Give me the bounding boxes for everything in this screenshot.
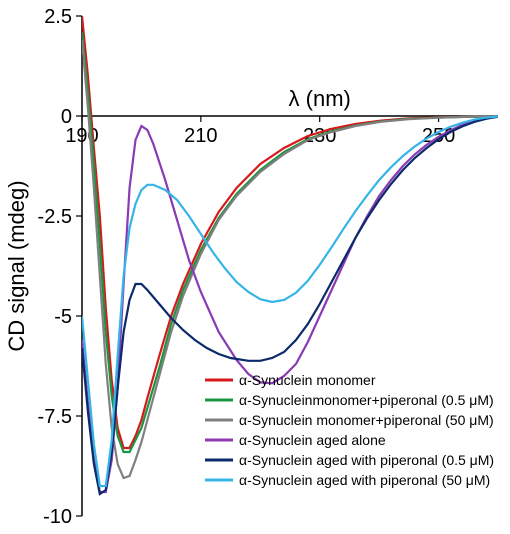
legend-label: α-Synuclein aged with piperonal (50 μM) xyxy=(239,472,490,488)
legend-label: α-Synuclein aged alone xyxy=(239,432,386,448)
x-axis-title: λ (nm) xyxy=(289,86,351,111)
y-tick-label: -10 xyxy=(43,506,72,528)
cd-spectrum-chart: 2.50-2.5-5-7.5-10190210230250λ (nm)CD si… xyxy=(0,0,510,534)
y-tick-label: -2.5 xyxy=(38,206,72,228)
y-axis-title: CD signal (mdeg) xyxy=(4,180,29,351)
y-tick-label: -5 xyxy=(54,306,72,328)
legend-label: α-Synucleinmonomer+piperonal (0.5 μM) xyxy=(239,392,494,408)
legend-label: α-Synuclein aged with piperonal (0.5 μM) xyxy=(239,452,494,468)
y-tick-label: -7.5 xyxy=(38,406,72,428)
y-tick-label: 2.5 xyxy=(44,6,72,28)
legend-label: α-Synuclein monomer xyxy=(239,372,376,388)
chart-svg: 2.50-2.5-5-7.5-10190210230250λ (nm)CD si… xyxy=(0,0,510,534)
x-tick-label: 210 xyxy=(184,125,217,147)
legend-label: α-Synuclein monomer+piperonal (50 μM) xyxy=(239,412,494,428)
